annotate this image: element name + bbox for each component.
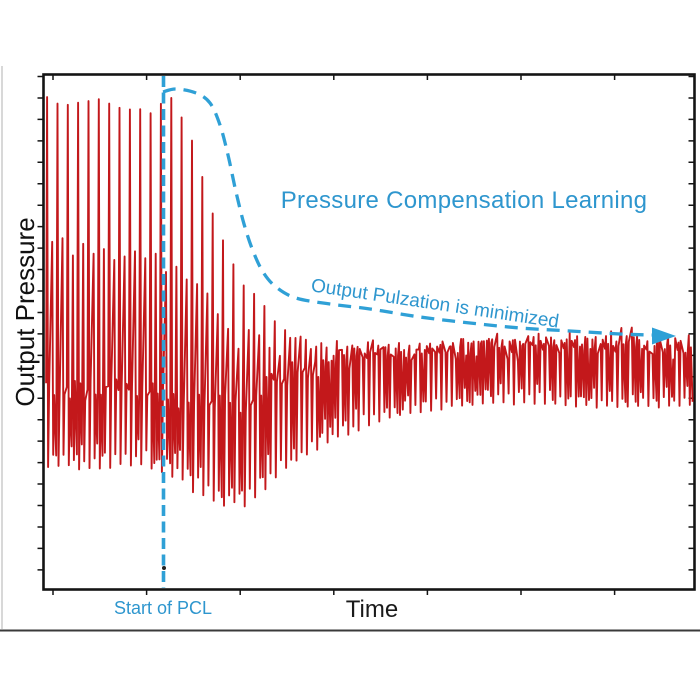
- envelope-arrowhead-icon: [652, 327, 676, 345]
- event-dot: [162, 566, 166, 570]
- y-axis-label: Output Pressure: [10, 217, 40, 407]
- chart-title: Pressure Compensation Learning: [280, 187, 648, 214]
- plot-frame: [42, 73, 696, 591]
- pressure-signal-trace: [45, 96, 694, 508]
- start-of-pcl-label: Start of PCL: [113, 598, 213, 618]
- x-axis-label: Time: [345, 596, 399, 623]
- envelope-curve: [162, 87, 653, 337]
